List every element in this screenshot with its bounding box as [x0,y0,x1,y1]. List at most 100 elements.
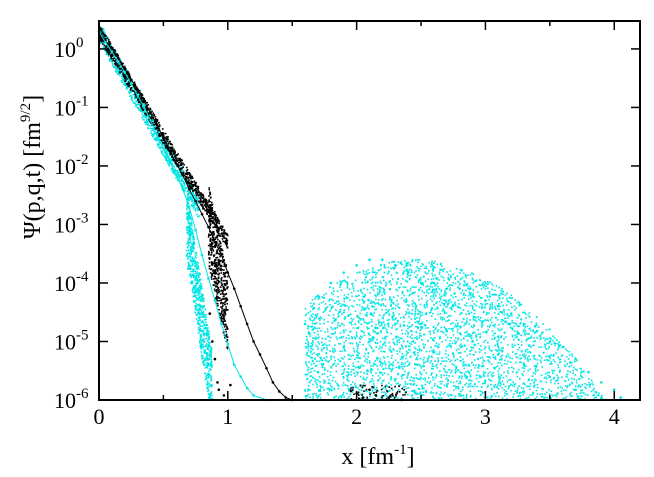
cloud-dot [197,299,200,301]
cloud-dot [330,358,332,360]
cloud-dot [414,391,417,394]
cloud-dot [371,378,373,380]
cloud-dot [411,390,413,392]
cloud-dot [182,177,185,179]
cloud-dot [356,354,358,356]
cloud-dot [401,290,404,293]
cloud-dot [482,311,485,313]
cloud-dot [354,358,356,361]
cloud-dot [524,383,526,386]
cloud-dot [414,342,417,344]
cloud-dot [341,313,343,316]
cloud-dot [486,330,489,333]
cloud-dot [312,328,314,331]
cloud-dot [349,313,352,315]
cloud-dot [312,339,314,342]
cloud-dot [382,362,384,365]
cloud-dot [375,342,377,344]
cloud-dot [334,331,337,333]
cloud-dot [523,353,526,355]
cloud-dot [205,357,207,360]
cloud-dot [511,357,513,360]
cloud-dot [397,361,399,364]
cloud-dot [518,325,521,328]
cloud-dot [318,389,320,392]
cloud-dot [389,389,391,392]
cloud-dot [188,190,191,193]
cloud-dot [545,381,548,384]
cloud-dot [206,362,208,365]
cloud-dot [401,345,404,348]
cloud-dot [420,335,422,337]
cloud-dot [566,376,568,378]
cloud-dot [544,339,547,342]
cloud-dot [529,351,531,353]
cloud-dot [530,321,533,324]
cloud-dot [339,286,341,288]
cloud-dot [522,354,524,356]
cloud-dot [383,325,385,328]
cloud-dot [205,318,207,321]
cloud-dot [391,317,394,320]
cloud-dot [364,357,367,360]
cloud-dot [205,374,208,377]
cloud-dot [480,349,483,352]
cloud-dot [436,277,439,279]
cloud-dot [572,372,574,374]
cloud-dot [332,347,334,350]
cloud-dot [494,344,497,347]
cloud-dot [508,296,511,299]
cloud-dot [186,254,188,256]
cloud-dot [495,285,498,287]
cloud-dot [156,139,159,141]
cloud-dot [506,380,509,383]
cloud-dot [466,285,468,287]
cloud-dot [186,211,189,214]
cloud-dot [205,313,208,316]
cloud-dot [346,385,349,387]
cloud-dot [155,129,157,131]
cloud-dot [194,308,197,311]
cloud-dot [360,396,363,399]
cloud-dot [519,354,521,357]
cloud-dot [208,382,210,385]
cloud-dot [440,295,443,298]
cloud-dot [196,261,198,264]
cloud-dot [459,272,461,274]
cloud-dot [201,295,203,297]
cloud-dot [516,317,519,319]
cloud-dot [469,385,471,387]
cloud-dot [430,278,433,281]
cloud-dot [409,274,412,277]
cloud-dot [347,387,350,390]
cloud-dot [182,186,185,189]
cloud-dot [411,379,414,382]
cloud-dot [384,305,387,308]
cloud-dot [447,320,449,322]
cloud-dot [481,361,484,364]
cloud-dot [195,266,198,269]
cloud-dot [483,284,486,286]
cloud-dot [546,396,548,399]
cloud-dot [407,372,409,375]
cloud-dot [512,346,515,348]
cloud-dot [142,111,144,113]
cloud-dot [463,367,465,370]
cloud-dot [408,363,410,366]
cloud-dot [324,303,327,305]
cloud-dot [171,170,174,173]
cloud-dot [195,284,198,287]
cloud-dot [195,299,197,302]
cloud-dot [503,308,505,311]
cloud-dot [405,264,407,267]
cloud-dot [490,388,493,391]
cloud-dot [122,81,124,84]
cloud-dot [434,328,437,331]
cloud-dot [322,379,325,382]
cloud-dot [417,313,419,315]
cloud-dot [206,356,209,359]
cloud-dot [167,156,170,159]
cloud-dot [462,394,465,397]
cloud-dot [305,335,308,338]
cloud-dot [405,350,408,353]
